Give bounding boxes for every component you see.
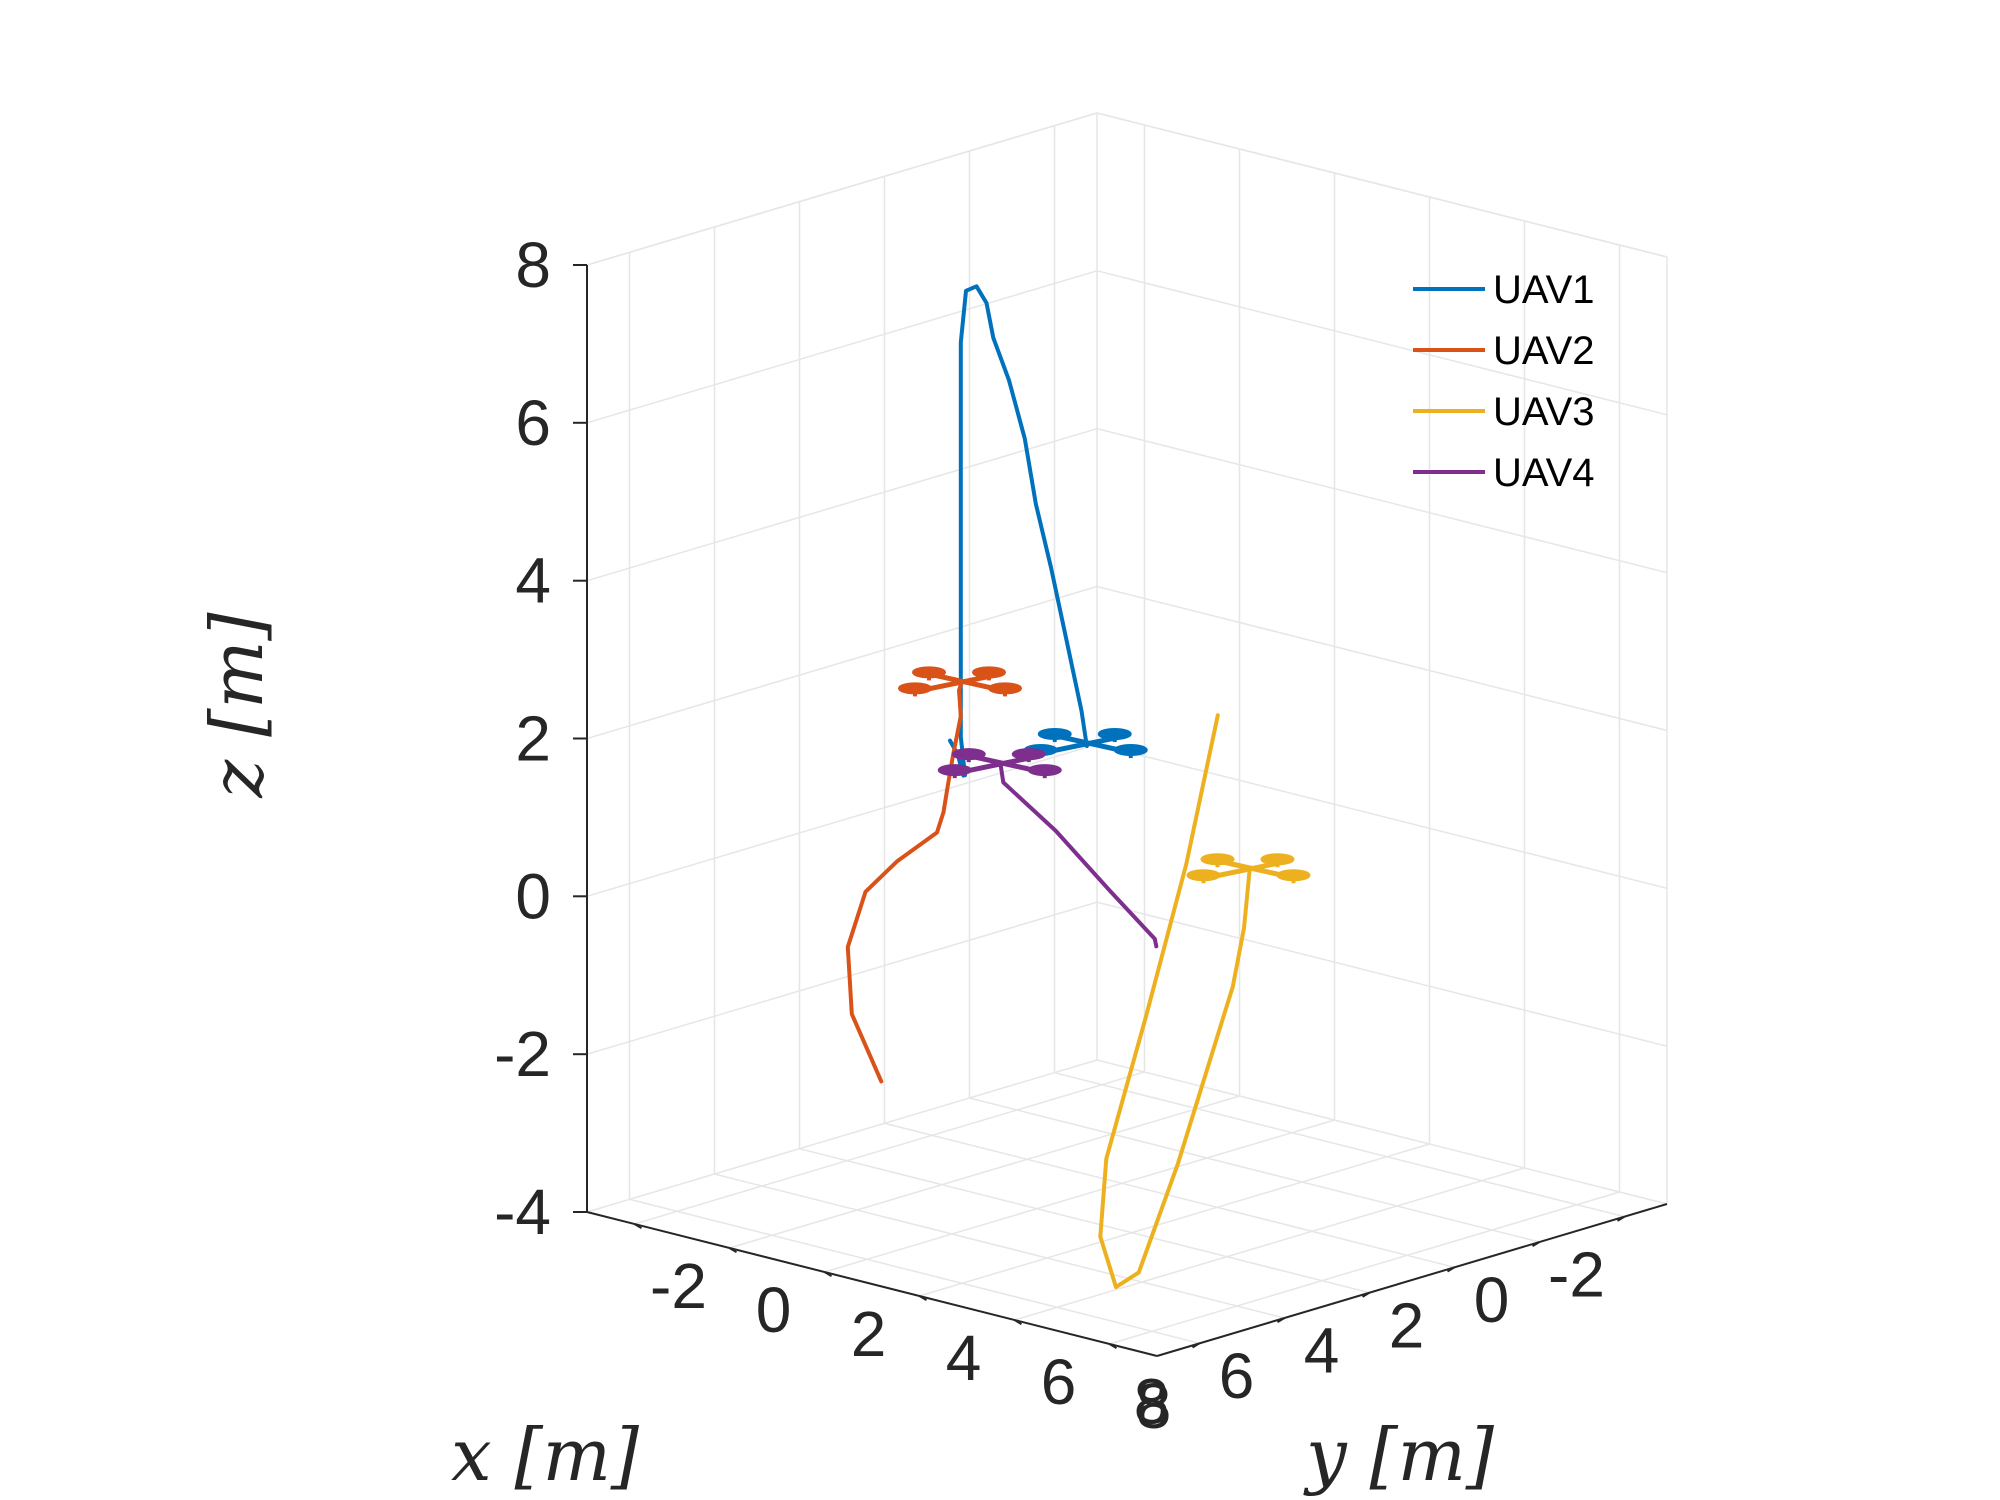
series-line-1 bbox=[948, 284, 1089, 778]
y-tick bbox=[1108, 1343, 1118, 1350]
grid-line bbox=[824, 1119, 1335, 1273]
x-tick bbox=[1276, 1317, 1286, 1324]
grid-line bbox=[634, 1071, 1145, 1225]
grid-line bbox=[884, 1122, 1455, 1269]
z-tick-label: 4 bbox=[515, 545, 551, 617]
uav-marker bbox=[1186, 853, 1311, 884]
x-tick-label: 6 bbox=[1219, 1340, 1255, 1412]
box-edge bbox=[1096, 112, 1668, 258]
x-tick bbox=[1446, 1266, 1456, 1273]
y-tick bbox=[633, 1223, 643, 1230]
y-axis-line bbox=[586, 1211, 1158, 1357]
grid-line bbox=[1054, 1071, 1625, 1218]
y-tick-label: 2 bbox=[851, 1298, 887, 1370]
series-line-3 bbox=[1098, 713, 1252, 1290]
legend: UAV1 UAV2 UAV3 UAV4 bbox=[1413, 268, 1595, 495]
z-axis-label: z [m] bbox=[195, 611, 279, 798]
y-tick bbox=[728, 1247, 738, 1254]
legend-label: UAV3 bbox=[1493, 390, 1595, 434]
grid-line bbox=[629, 1198, 1200, 1345]
grid-line bbox=[714, 1173, 1285, 1319]
grid-line bbox=[586, 901, 1098, 1055]
x-tick bbox=[1616, 1215, 1626, 1222]
legend-label: UAV1 bbox=[1493, 268, 1595, 312]
grid-line bbox=[1014, 1167, 1525, 1321]
z-tick-label: -4 bbox=[494, 1176, 551, 1248]
grid-line bbox=[1109, 1191, 1620, 1345]
series-line-4 bbox=[998, 764, 1159, 949]
grid-line bbox=[586, 585, 1098, 740]
grid-line bbox=[586, 270, 1098, 424]
z-tick-label: 6 bbox=[515, 387, 551, 459]
y-tick bbox=[823, 1271, 833, 1278]
y-tick-label: 6 bbox=[1041, 1346, 1077, 1418]
grid-line bbox=[1096, 585, 1668, 732]
grid-line bbox=[1096, 427, 1668, 574]
grid-line bbox=[729, 1095, 1240, 1249]
y-tick-label: 0 bbox=[756, 1274, 792, 1346]
grid-line bbox=[586, 743, 1098, 898]
y-tick-label: -2 bbox=[650, 1250, 707, 1322]
x-axis-label: x [m] bbox=[451, 1413, 640, 1497]
x-tick-label: -2 bbox=[1548, 1239, 1605, 1311]
grid-line bbox=[799, 1147, 1370, 1294]
y-tick bbox=[1013, 1319, 1023, 1326]
z-tick-label: -2 bbox=[494, 1018, 551, 1090]
legend-label: UAV4 bbox=[1493, 451, 1595, 495]
z-tick-label: 2 bbox=[515, 703, 551, 775]
y-tick-label: 8 bbox=[1136, 1370, 1172, 1442]
axes bbox=[573, 264, 1668, 1357]
y-axis-label: y [m] bbox=[1303, 1413, 1495, 1497]
x-tick-label: 0 bbox=[1474, 1264, 1510, 1336]
grid-line bbox=[586, 427, 1098, 582]
plot-area bbox=[845, 284, 1311, 1290]
legend-label: UAV2 bbox=[1493, 329, 1595, 373]
y-tick bbox=[918, 1295, 928, 1302]
grid bbox=[586, 112, 1668, 1345]
box-edge bbox=[586, 112, 1098, 266]
x-tick-label: 8 bbox=[1134, 1365, 1170, 1437]
x-axis-line bbox=[1156, 1203, 1668, 1357]
x-tick-label: 2 bbox=[1389, 1289, 1425, 1361]
grid-line bbox=[1096, 270, 1668, 416]
z-tick-label: 0 bbox=[515, 860, 551, 932]
y-tick-label: 4 bbox=[946, 1322, 982, 1394]
grid-line bbox=[1096, 901, 1668, 1047]
grid-line bbox=[1096, 743, 1668, 890]
grid-line bbox=[919, 1143, 1430, 1297]
grid-line bbox=[1096, 1059, 1668, 1205]
z-tick-label: 8 bbox=[515, 229, 551, 301]
uav-marker bbox=[898, 666, 1022, 697]
series-line-2 bbox=[845, 682, 963, 1084]
x-tick bbox=[1191, 1342, 1201, 1349]
x-tick bbox=[1361, 1291, 1371, 1298]
uav-marker bbox=[1023, 728, 1148, 759]
x-tick-label: 4 bbox=[1304, 1315, 1340, 1387]
x-tick bbox=[1531, 1241, 1541, 1248]
grid-line bbox=[969, 1097, 1540, 1243]
grid-line bbox=[586, 1059, 1098, 1213]
uav-marker bbox=[937, 748, 1062, 779]
